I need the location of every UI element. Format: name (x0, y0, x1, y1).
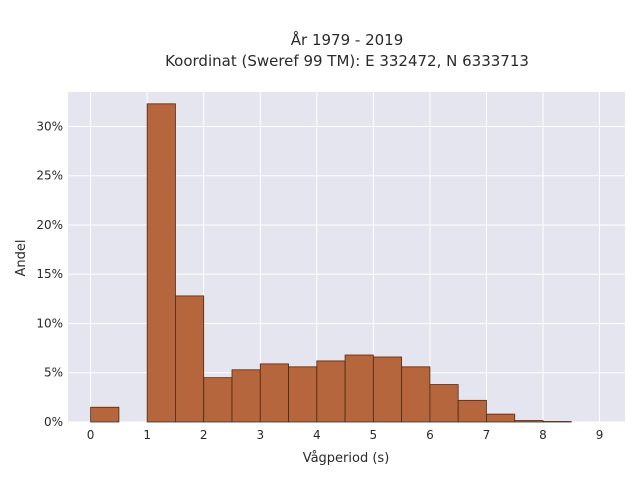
bar (344, 354, 374, 423)
y-tick-label: 20% (36, 218, 63, 232)
y-tick-label: 5% (44, 366, 63, 380)
bar (372, 356, 403, 423)
bar (259, 363, 289, 423)
y-tick-label: 10% (36, 316, 63, 330)
bar (486, 413, 516, 423)
x-axis-label: Vågperiod (s) (303, 451, 390, 466)
bar (288, 366, 318, 423)
chart-title-line-2: Koordinat (Sweref 99 TM): E 332472, N 63… (165, 52, 529, 70)
bar (175, 295, 205, 423)
x-tick-label: 8 (539, 428, 547, 442)
x-axis-ticks: 0 1 2 3 4 5 6 7 8 9 (87, 428, 604, 442)
y-axis-ticks: 0% 5% 10% 15% 20% 25% 30% (36, 119, 63, 429)
bars (90, 103, 572, 423)
bar (514, 420, 544, 423)
bar (401, 366, 431, 423)
bar (457, 399, 487, 423)
x-tick-label: 4 (313, 428, 321, 442)
bar (429, 384, 459, 423)
x-tick-label: 6 (426, 428, 434, 442)
chart-title-line-1: År 1979 - 2019 (291, 30, 404, 49)
y-axis-label: Andel (14, 240, 29, 277)
x-tick-label: 0 (87, 428, 95, 442)
y-tick-label: 15% (36, 267, 63, 281)
bar (90, 406, 120, 423)
bar (231, 369, 261, 423)
y-tick-label: 30% (36, 119, 63, 133)
x-tick-label: 3 (256, 428, 264, 442)
y-tick-label: 25% (36, 169, 63, 183)
x-tick-label: 1 (143, 428, 151, 442)
bar (203, 377, 233, 423)
bar (316, 360, 346, 423)
y-tick-label: 0% (44, 415, 63, 429)
x-tick-label: 5 (370, 428, 378, 442)
x-tick-label: 9 (596, 428, 604, 442)
bar (146, 103, 176, 423)
x-tick-label: 7 (483, 428, 491, 442)
x-tick-label: 2 (200, 428, 208, 442)
